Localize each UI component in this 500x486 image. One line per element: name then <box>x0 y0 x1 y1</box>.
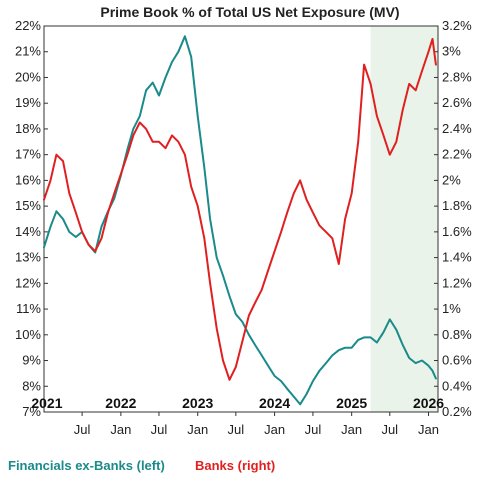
legend-financials-ex-banks: Financials ex-Banks (left) <box>8 458 165 473</box>
x-month-label: Jan <box>110 422 131 437</box>
legend-group: Financials ex-Banks (left) Banks (right) <box>8 458 275 473</box>
y-left-tick-label: 20% <box>15 69 41 84</box>
x-month-label: Jan <box>341 422 362 437</box>
series-line-banks <box>43 37 437 381</box>
y-left-tick-label: 8% <box>22 378 41 393</box>
y-right-tick-label: 2.2% <box>442 147 472 162</box>
shaded-region <box>370 26 438 412</box>
y-right-tick-label: 1.6% <box>442 224 472 239</box>
x-year-label: 2023 <box>182 395 213 411</box>
y-left-tick-label: 9% <box>22 353 41 368</box>
x-year-label: 2021 <box>31 395 62 411</box>
x-year-label: 2022 <box>105 395 136 411</box>
y-right-tick-label: 3% <box>442 44 461 59</box>
y-left-tick-label: 16% <box>15 172 41 187</box>
y-left-tick-label: 21% <box>15 44 41 59</box>
y-right-tick-label: 3.2% <box>442 18 472 33</box>
y-left-tick-label: 18% <box>15 121 41 136</box>
y-left-tick-label: 7% <box>22 404 41 419</box>
y-right-tick-label: 0.4% <box>442 378 472 393</box>
y-left-tick-label: 13% <box>15 250 41 265</box>
y-left-tick-label: 14% <box>15 224 41 239</box>
x-month-label: Jul <box>151 422 168 437</box>
x-year-label: 2025 <box>336 395 367 411</box>
y-left-tick-label: 15% <box>15 198 41 213</box>
x-month-label: Jul <box>74 422 91 437</box>
y-right-tick-label: 1% <box>442 301 461 316</box>
x-month-label: Jan <box>264 422 285 437</box>
x-month-label: Jan <box>418 422 439 437</box>
y-right-tick-label: 2.8% <box>442 69 472 84</box>
series-group <box>43 35 437 406</box>
y-left-tick-label: 10% <box>15 327 41 342</box>
y-left-tick-label: 19% <box>15 95 41 110</box>
y-right-tick-label: 0.6% <box>442 353 472 368</box>
y-right-tick-label: 2.4% <box>442 121 472 136</box>
axes-group: 7% 8% 9% 10% 11% 12% 13% 14% 15% 16% 17% 18% 19% 20% 2… <box>15 18 472 437</box>
y-left-tick-label: 17% <box>15 147 41 162</box>
y-left-tick-label: 22% <box>15 18 41 33</box>
plot-frame <box>43 25 439 413</box>
x-year-label: 2026 <box>413 395 444 411</box>
y-right-tick-label: 1.4% <box>442 250 472 265</box>
y-right-tick-label: 2.6% <box>442 95 472 110</box>
chart-title: Prime Book % of Total US Net Exposure (M… <box>100 4 399 20</box>
y-right-tick-label: 1.8% <box>442 198 472 213</box>
y-right-tick-label: 0.2% <box>442 404 472 419</box>
y-left-tick-label: 12% <box>15 275 41 290</box>
shaded-region-group <box>370 26 438 412</box>
x-month-label: Jan <box>187 422 208 437</box>
x-year-label: 2024 <box>259 395 290 411</box>
legend-banks: Banks (right) <box>195 458 275 473</box>
x-month-label: Jul <box>305 422 322 437</box>
y-left-tick-label: 11% <box>16 301 41 316</box>
x-month-label: Jul <box>228 422 245 437</box>
y-right-tick-label: 1.2% <box>442 275 472 290</box>
y-right-tick-label: 0.8% <box>442 327 472 342</box>
x-month-label: Jul <box>381 422 398 437</box>
y-right-tick-label: 2% <box>442 172 461 187</box>
